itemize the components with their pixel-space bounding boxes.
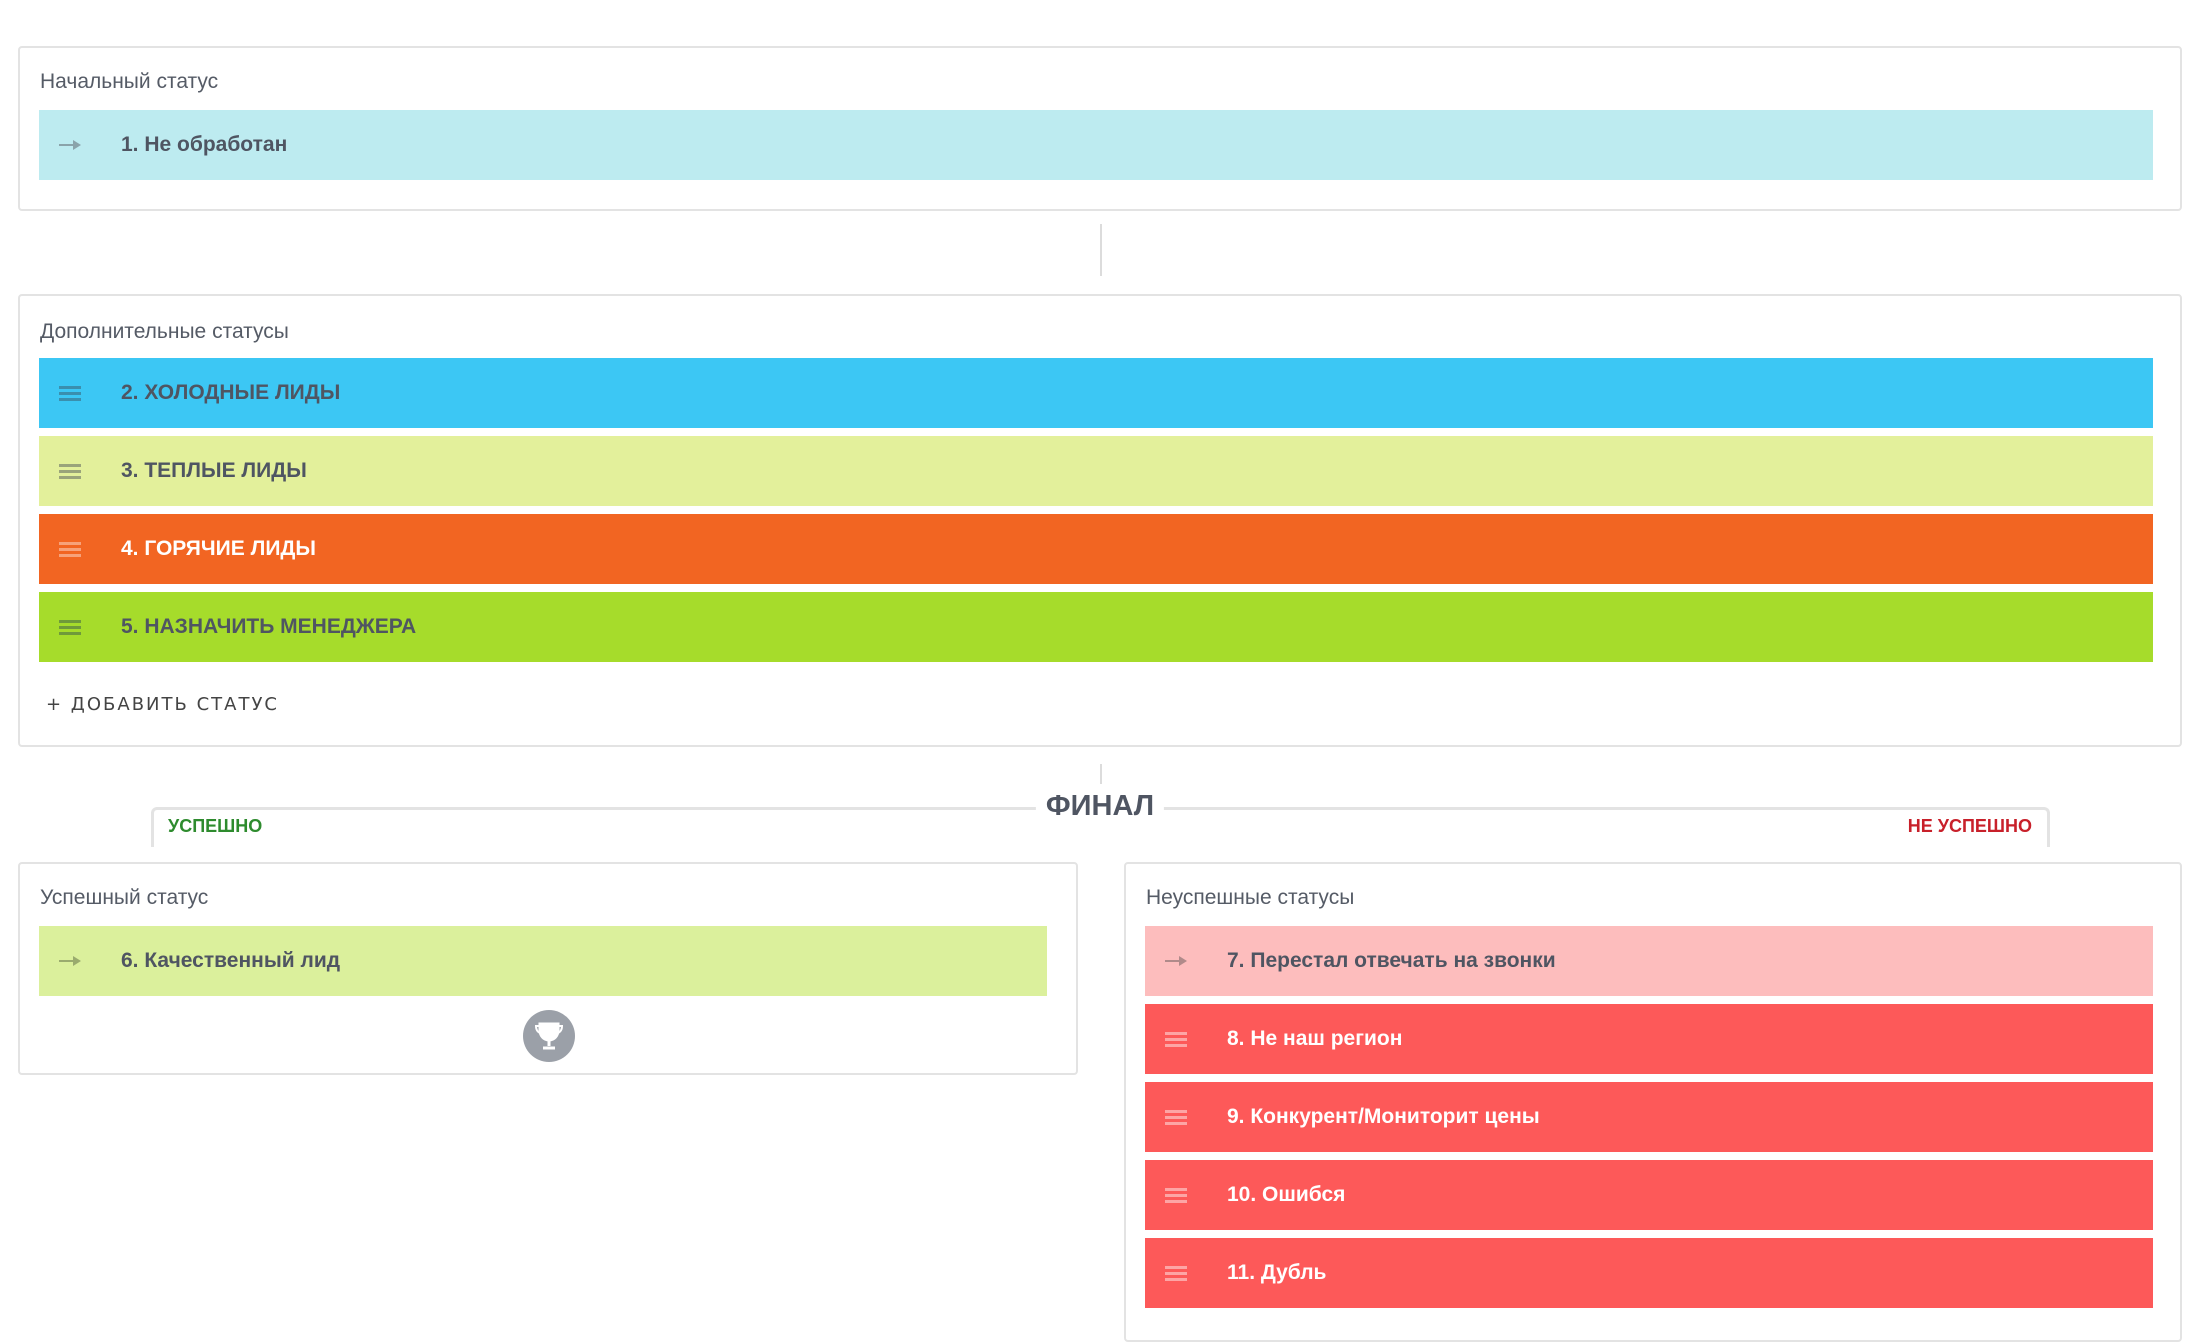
- drag-handle-icon[interactable]: [1163, 1263, 1191, 1283]
- status-row-mistake[interactable]: 10. Ошибся: [1145, 1160, 2153, 1230]
- status-name: 5. НАЗНАЧИТЬ МЕНЕДЖЕРА: [121, 615, 417, 638]
- status-name: 9. Конкурент/Мониторит цены: [1227, 1105, 1540, 1128]
- status-row[interactable]: 1. Не обработан: [39, 110, 2153, 180]
- drag-handle-icon[interactable]: [1163, 1185, 1191, 1205]
- arrow-right-icon: [57, 135, 85, 155]
- status-name: 4. ГОРЯЧИЕ ЛИДЫ: [121, 537, 316, 560]
- fail-statuses-panel: Неуспешные статусы 7. Перестал отвечать …: [1124, 862, 2182, 1342]
- trophy-icon: [523, 1010, 575, 1062]
- status-name: 3. ТЕПЛЫЕ ЛИДЫ: [121, 459, 307, 482]
- status-row-cold-leads[interactable]: 2. ХОЛОДНЫЕ ЛИДЫ: [39, 358, 2153, 428]
- status-name: 11. Дубль: [1227, 1261, 1327, 1284]
- connector-line: [1100, 764, 1102, 784]
- status-name: 2. ХОЛОДНЫЕ ЛИДЫ: [121, 381, 341, 404]
- drag-handle-icon[interactable]: [57, 383, 85, 403]
- panel-title: Неуспешные статусы: [1146, 886, 1355, 909]
- arrow-right-icon: [1163, 951, 1191, 971]
- fail-label: НЕ УСПЕШНО: [1907, 816, 2032, 836]
- status-name: 1. Не обработан: [121, 133, 288, 156]
- connector-line: [1100, 224, 1102, 276]
- status-row-warm-leads[interactable]: 3. ТЕПЛЫЕ ЛИДЫ: [39, 436, 2153, 506]
- drag-handle-icon[interactable]: [57, 617, 85, 637]
- panel-title: Дополнительные статусы: [40, 320, 289, 343]
- arrow-right-icon: [57, 951, 85, 971]
- status-row-duplicate[interactable]: 11. Дубль: [1145, 1238, 2153, 1308]
- success-status-panel: Успешный статус 6. Качественный лид: [18, 862, 1078, 1075]
- status-row-competitor[interactable]: 9. Конкурент/Мониторит цены: [1145, 1082, 2153, 1152]
- status-row-quality-lead[interactable]: 6. Качественный лид: [39, 926, 1047, 996]
- status-row-not-our-region[interactable]: 8. Не наш регион: [1145, 1004, 2153, 1074]
- status-name: 8. Не наш регион: [1227, 1027, 1403, 1050]
- success-label: УСПЕШНО: [168, 816, 263, 836]
- initial-status-panel: Начальный статус 1. Не обработан: [18, 46, 2182, 211]
- status-row-stopped-answering[interactable]: 7. Перестал отвечать на звонки: [1145, 926, 2153, 996]
- status-name: 7. Перестал отвечать на звонки: [1227, 949, 1556, 972]
- drag-handle-icon[interactable]: [1163, 1029, 1191, 1049]
- drag-handle-icon[interactable]: [57, 461, 85, 481]
- status-row-assign-manager[interactable]: 5. НАЗНАЧИТЬ МЕНЕДЖЕРА: [39, 592, 2153, 662]
- additional-statuses-panel: Дополнительные статусы 2. ХОЛОДНЫЕ ЛИДЫ …: [18, 294, 2182, 747]
- panel-title: Успешный статус: [40, 886, 209, 909]
- status-name: 10. Ошибся: [1227, 1183, 1346, 1206]
- drag-handle-icon[interactable]: [1163, 1107, 1191, 1127]
- status-name: 6. Качественный лид: [121, 949, 341, 972]
- status-row-hot-leads[interactable]: 4. ГОРЯЧИЕ ЛИДЫ: [39, 514, 2153, 584]
- panel-title: Начальный статус: [40, 70, 219, 93]
- add-status-button[interactable]: + ДОБАВИТЬ СТАТУС: [46, 694, 279, 715]
- drag-handle-icon[interactable]: [57, 539, 85, 559]
- final-title: ФИНАЛ: [1035, 790, 1165, 823]
